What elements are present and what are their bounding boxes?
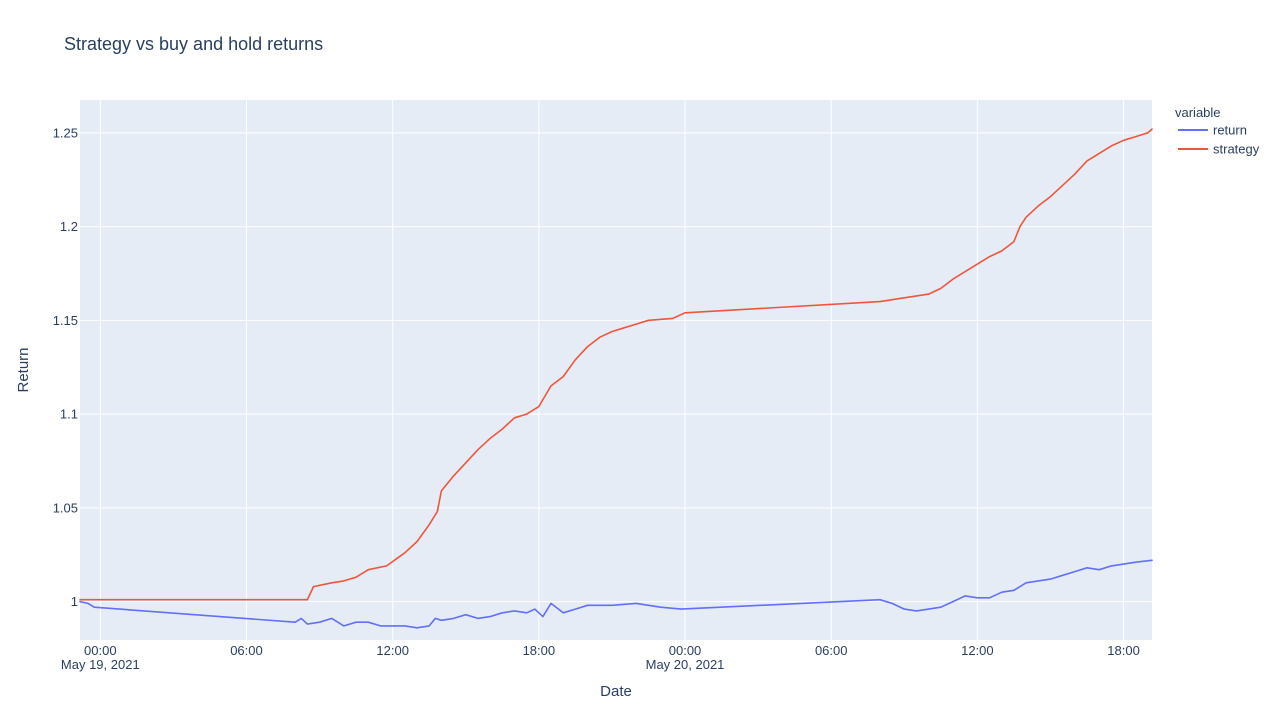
x-tick-label: 12:00 — [376, 643, 409, 658]
x-tick-sublabel: May 20, 2021 — [646, 657, 725, 672]
series-line-strategy — [79, 128, 1153, 601]
y-tick-label: 1.25 — [53, 125, 78, 140]
legend-title: variable — [1175, 105, 1221, 120]
series-line-return — [79, 559, 1153, 629]
x-axis-title: Date — [600, 683, 632, 700]
y-axis-title: Return — [15, 347, 32, 392]
x-tick-label: 18:00 — [1107, 643, 1140, 658]
plot-area — [80, 100, 1152, 640]
y-tick-label: 1.05 — [53, 500, 78, 515]
x-tick-label: 00:00 — [84, 643, 117, 658]
x-tick-label: 06:00 — [230, 643, 263, 658]
x-tick-label: 12:00 — [961, 643, 994, 658]
x-tick-label: 06:00 — [815, 643, 848, 658]
x-tick-label: 18:00 — [523, 643, 556, 658]
gridlines — [80, 100, 1152, 640]
legend: variable return strategy — [1175, 105, 1260, 157]
legend-label-return: return — [1213, 123, 1247, 138]
chart-title: Strategy vs buy and hold returns — [64, 34, 323, 54]
series-layer — [79, 128, 1153, 629]
y-tick-label: 1.1 — [60, 407, 78, 422]
y-tick-label: 1.2 — [60, 219, 78, 234]
y-tick-label: 1.15 — [53, 313, 78, 328]
y-tick-label: 1 — [71, 594, 78, 609]
legend-label-strategy: strategy — [1213, 142, 1260, 157]
x-tick-label: 00:00 — [669, 643, 702, 658]
x-tick-sublabel: May 19, 2021 — [61, 657, 140, 672]
